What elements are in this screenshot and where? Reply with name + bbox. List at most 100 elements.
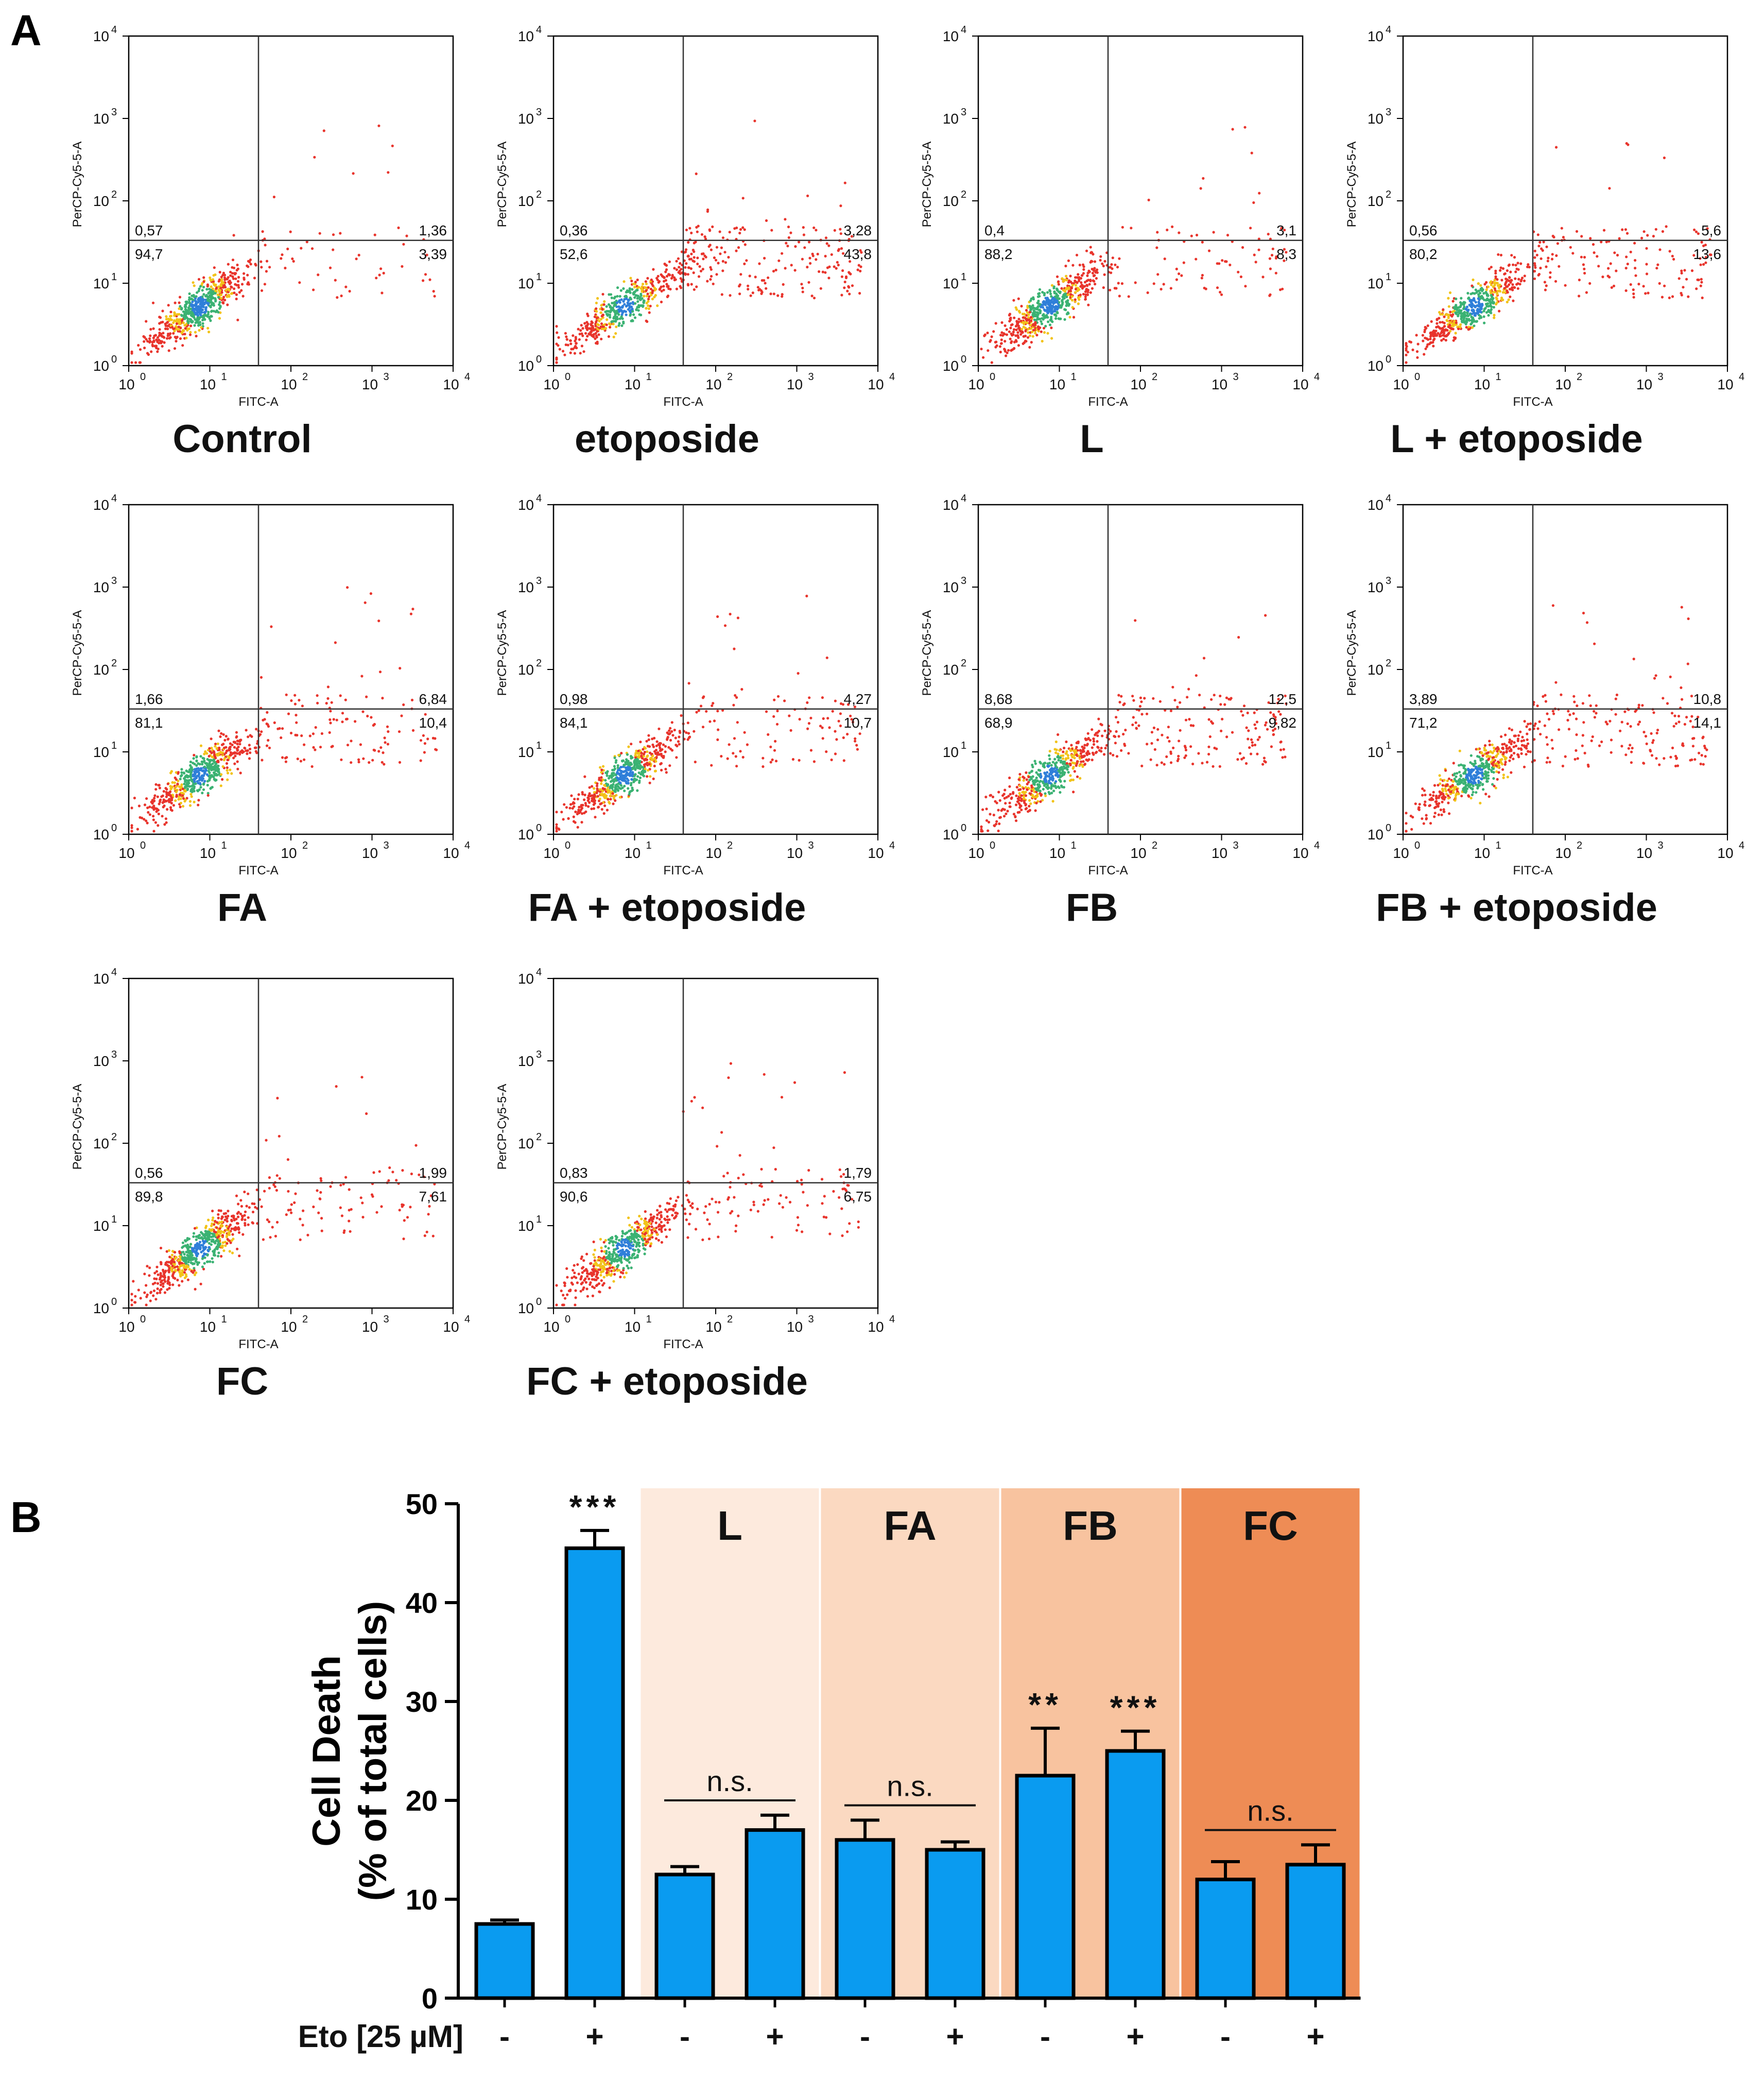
flow-event-dot: [1068, 779, 1072, 782]
flow-event-dot: [654, 288, 658, 291]
flow-event-dot: [1004, 324, 1007, 328]
flow-event-dot: [599, 766, 602, 769]
flow-event-dot: [175, 790, 178, 794]
flow-event-dot: [775, 723, 779, 726]
flow-event-dot: [1017, 802, 1021, 805]
flow-event-dot: [1221, 717, 1224, 720]
flow-event-dot: [235, 731, 238, 734]
flow-event-dot: [734, 755, 737, 758]
flow-event-dot: [1056, 299, 1059, 302]
flow-event-dot: [284, 266, 287, 270]
flow-event-dot: [674, 278, 677, 281]
flow-event-dot: [1047, 790, 1050, 794]
flow-event-dot: [1050, 337, 1053, 340]
flow-event-dot: [748, 274, 751, 278]
flow-event-dot: [1218, 765, 1221, 768]
flow-event-dot: [732, 752, 735, 755]
flow-event-dot: [622, 300, 625, 303]
flow-event-dot: [609, 795, 612, 798]
flow-event-dot: [1685, 278, 1688, 281]
flow-event-dot: [218, 289, 222, 292]
flow-event-dot: [1042, 326, 1046, 330]
flow-event-dot: [226, 278, 229, 281]
flow-event-dot: [609, 325, 612, 329]
flow-event-dot: [214, 755, 217, 758]
flow-event-dot: [186, 319, 189, 323]
flow-event-dot: [213, 266, 216, 269]
flow-event-dot: [1426, 324, 1429, 328]
flow-event-dot: [165, 315, 168, 318]
flow-event-dot: [1479, 303, 1482, 306]
flow-event-dot: [1028, 799, 1031, 802]
y-tick-label-exponent: 1: [1386, 271, 1391, 283]
flow-event-dot: [600, 782, 603, 785]
flow-event-dot: [1037, 786, 1041, 789]
flow-event-dot: [1634, 274, 1637, 277]
flow-event-dot: [735, 765, 738, 768]
flow-event-dot: [685, 228, 688, 232]
flow-event-dot: [1467, 297, 1470, 300]
flow-event-dot: [980, 348, 983, 351]
flow-event-dot: [837, 249, 840, 252]
flow-event-dot: [215, 779, 218, 782]
flow-event-dot: [285, 693, 288, 696]
flow-event-dot: [631, 767, 634, 770]
x-tick-label-base: 10: [543, 845, 559, 861]
flow-event-dot: [247, 735, 250, 738]
flow-event-dot: [411, 729, 415, 732]
flow-event-dot: [179, 805, 182, 809]
flow-event-dot: [1549, 276, 1552, 279]
flow-event-dot: [1195, 257, 1198, 261]
flow-event-dot: [1514, 270, 1517, 273]
flow-event-dot: [806, 727, 809, 730]
flow-event-dot: [1138, 704, 1142, 708]
flow-event-dot: [1018, 792, 1021, 795]
flow-event-dot: [1082, 265, 1085, 268]
flow-event-dot: [177, 325, 180, 329]
flow-event-dot: [1424, 325, 1427, 329]
flow-event-dot: [344, 698, 347, 701]
flow-event-dot: [603, 787, 607, 790]
flow-event-dot: [1510, 254, 1513, 257]
flow-event-dot: [677, 257, 680, 260]
flow-event-dot: [613, 315, 616, 319]
x-tick-label-exponent: 3: [808, 840, 814, 851]
flow-event-dot: [195, 304, 198, 307]
flow-event-dot: [422, 734, 425, 737]
flow-event-dot: [688, 735, 691, 738]
flow-event-dot: [191, 320, 194, 323]
flow-event-dot: [610, 306, 613, 309]
flow-event-dot: [178, 793, 181, 796]
flow-event-dot: [1084, 298, 1087, 301]
flow-event-dot: [293, 702, 297, 706]
flow-event-dot: [620, 298, 623, 301]
flow-event-dot: [706, 210, 709, 213]
x-tick-label-exponent: 2: [302, 371, 308, 383]
flow-event-dot: [294, 733, 297, 736]
flow-event-dot: [166, 782, 169, 785]
flow-event-dot: [1508, 276, 1511, 279]
flow-event-dot: [1430, 320, 1433, 323]
flow-event-dot: [1034, 787, 1037, 790]
flow-event-dot: [1274, 271, 1277, 274]
flow-event-dot: [231, 266, 234, 269]
flow-event-dot: [1509, 295, 1512, 299]
flow-event-dot: [350, 740, 353, 743]
panel-a-label: A: [10, 6, 42, 55]
flow-event-dot: [1042, 764, 1045, 767]
flow-event-dot: [662, 288, 665, 291]
flow-event-dot: [997, 829, 1000, 833]
flow-event-dot: [1124, 729, 1127, 732]
flow-dots: [980, 614, 1288, 833]
flow-event-dot: [1444, 339, 1447, 342]
flow-event-dot: [1064, 264, 1067, 268]
flow-event-dot: [1457, 314, 1460, 318]
flow-event-dot: [1702, 263, 1705, 266]
flow-event-dot: [1117, 694, 1120, 697]
flow-event-dot: [715, 273, 718, 276]
flow-event-dot: [1074, 276, 1077, 279]
flow-event-dot: [243, 272, 246, 275]
flow-event-dot: [370, 716, 373, 719]
flow-event-dot: [710, 764, 713, 767]
flow-event-dot: [163, 336, 166, 339]
